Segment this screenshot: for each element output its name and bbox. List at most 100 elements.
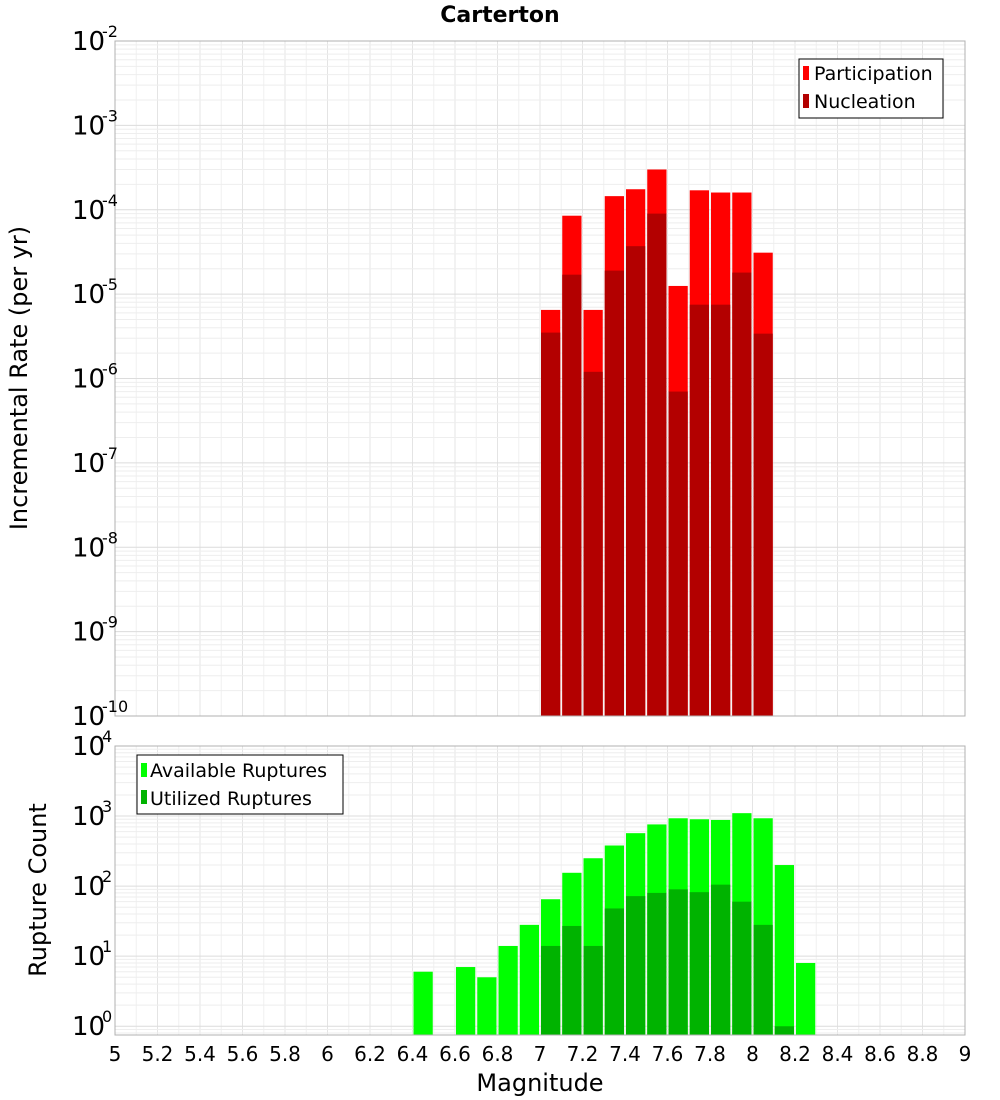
x-tick-label: 7.6 (652, 1042, 684, 1066)
chart-title: Carterton (440, 3, 559, 28)
bar-utilized-ruptures (732, 901, 752, 1035)
bar-nucleation (732, 272, 752, 716)
bar-nucleation (626, 246, 646, 716)
legend-swatch-participation (803, 66, 809, 80)
y-tick-exponent: 3 (102, 797, 112, 816)
bar-utilized-ruptures (647, 892, 667, 1035)
bar-available-ruptures (413, 971, 433, 1035)
y-tick-label: 10 (72, 280, 105, 310)
x-tick-label: 5.4 (184, 1042, 216, 1066)
bottom-y-axis-label: Rupture Count (24, 803, 52, 977)
x-tick-label: 7.2 (567, 1042, 599, 1066)
x-tick-label: 8.8 (907, 1042, 939, 1066)
bar-utilized-ruptures (562, 925, 582, 1035)
bar-nucleation (668, 391, 688, 716)
y-tick-label: 10 (72, 872, 105, 902)
x-tick-labels: 5 5.2 5.4 5.6 5.8 6 6.2 6.4 6.6 6.8 7 7.2 7.4 7.6 7.8 8… (109, 1042, 972, 1066)
y-tick-exponent: -6 (102, 360, 118, 379)
top-plot-border (114, 40, 966, 717)
y-tick-exponent: -2 (102, 22, 118, 41)
x-tick-label: 8.4 (822, 1042, 854, 1066)
bar-available-ruptures (477, 977, 497, 1035)
y-tick-label: 10 (72, 196, 105, 226)
bar-available-ruptures (774, 865, 794, 1035)
bottom-legend-box (136, 754, 344, 815)
x-tick-label: 7.4 (609, 1042, 641, 1066)
top-bars (541, 169, 773, 717)
bar-utilized-ruptures (753, 924, 773, 1035)
x-tick-label: 5.2 (142, 1042, 174, 1066)
legend-label-participation: Participation (814, 63, 933, 85)
bar-nucleation (753, 333, 773, 716)
bar-nucleation (647, 213, 667, 717)
y-tick-exponent: -9 (102, 613, 118, 632)
x-tick-label: 7.8 (694, 1042, 726, 1066)
legend-swatch-available (141, 763, 147, 777)
bar-available-ruptures (796, 962, 816, 1035)
bar-nucleation (604, 270, 624, 716)
top-y-axis-label: Incremental Rate (per yr) (5, 226, 33, 530)
x-tick-label: 6 (321, 1042, 334, 1066)
bar-nucleation (583, 371, 603, 716)
bar-utilized-ruptures (583, 945, 603, 1035)
legend-label-available: Available Ruptures (150, 760, 327, 782)
legend-label-nucleation: Nucleation (814, 91, 916, 113)
bar-utilized-ruptures (774, 1026, 794, 1035)
bar-nucleation (562, 274, 582, 716)
y-tick-label: 10 (72, 802, 105, 832)
x-tick-label: 5.8 (269, 1042, 301, 1066)
y-tick-label: 10 (72, 1012, 105, 1042)
bar-utilized-ruptures (541, 945, 561, 1035)
x-axis-label: Magnitude (476, 1069, 603, 1097)
y-tick-exponent: 2 (102, 867, 112, 886)
bar-utilized-ruptures (604, 908, 624, 1035)
y-tick-label: 10 (72, 942, 105, 972)
y-tick-exponent: -4 (102, 191, 118, 210)
bar-available-ruptures (456, 967, 476, 1035)
bar-available-ruptures (498, 945, 518, 1035)
bar-available-ruptures (519, 924, 539, 1035)
bar-utilized-ruptures (668, 889, 688, 1035)
bottom-legend: Available Ruptures Utilized Ruptures (136, 754, 344, 815)
bottom-grid (114, 746, 966, 1035)
x-tick-label: 8.2 (779, 1042, 811, 1066)
y-tick-exponent: -7 (102, 444, 118, 463)
x-tick-label: 5.6 (227, 1042, 259, 1066)
y-tick-exponent: 4 (102, 727, 112, 746)
bar-utilized-ruptures (626, 896, 646, 1035)
bottom-plot-border (114, 745, 966, 1036)
x-tick-label: 6.8 (482, 1042, 514, 1066)
x-tick-label: 7 (534, 1042, 547, 1066)
y-tick-exponent: 0 (102, 1007, 112, 1026)
bottom-bars (413, 813, 816, 1035)
y-tick-exponent: -5 (102, 275, 118, 294)
y-tick-exponent: -10 (102, 697, 128, 716)
y-tick-label: 10 (72, 27, 105, 57)
y-tick-label: 10 (72, 449, 105, 479)
top-legend: Participation Nucleation (798, 58, 944, 119)
legend-swatch-nucleation (803, 94, 809, 108)
x-tick-label: 6.6 (439, 1042, 471, 1066)
bar-nucleation (689, 304, 709, 716)
bar-nucleation (711, 304, 731, 716)
y-tick-label: 10 (72, 618, 105, 648)
y-tick-exponent: -8 (102, 528, 118, 547)
y-tick-exponent: 1 (102, 937, 112, 956)
y-tick-label: 10 (72, 702, 105, 732)
bar-utilized-ruptures (689, 892, 709, 1035)
y-tick-label: 10 (72, 732, 105, 762)
y-tick-label: 10 (72, 365, 105, 395)
x-tick-label: 5 (109, 1042, 122, 1066)
x-tick-label: 6.4 (397, 1042, 429, 1066)
top-legend-box (798, 58, 944, 119)
legend-label-utilized: Utilized Ruptures (150, 788, 312, 810)
y-tick-label: 10 (72, 533, 105, 563)
y-tick-exponent: -3 (102, 106, 118, 125)
x-tick-label: 6.2 (354, 1042, 386, 1066)
legend-swatch-utilized (141, 790, 147, 804)
x-tick-label: 8 (746, 1042, 759, 1066)
